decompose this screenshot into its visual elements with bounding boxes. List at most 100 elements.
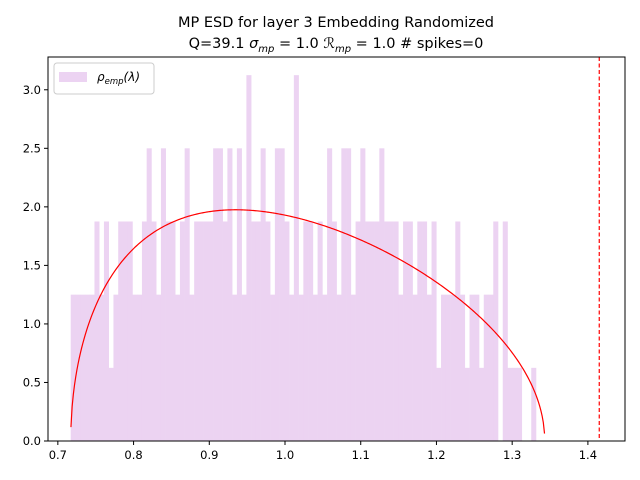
histogram-bar	[450, 294, 456, 441]
histogram-bar	[502, 221, 508, 441]
histogram-bar	[227, 148, 233, 441]
x-axis: 0.7 0.8 0.9 1.0 1.1 1.2 1.3 1.4	[49, 441, 597, 462]
legend-label: ρemp(λ)	[97, 70, 140, 87]
histogram-bar	[403, 221, 409, 441]
histogram-bar	[213, 148, 219, 441]
histogram-bar	[232, 294, 238, 441]
histogram-bar	[217, 148, 223, 441]
histogram-bar	[289, 294, 295, 441]
histogram-bar	[251, 221, 257, 441]
histogram-bar	[488, 294, 494, 441]
chart-title-line2: Q=39.1 σmp = 1.0 ℛmp = 1.0 # spikes=0	[189, 36, 484, 55]
histogram-bar	[179, 221, 185, 441]
histogram-bar	[194, 221, 200, 441]
histogram-bar	[175, 294, 181, 441]
x-tick-label: 1.1	[352, 448, 370, 462]
x-tick-label: 1.0	[276, 448, 294, 462]
plot-frame	[47, 56, 626, 442]
histogram-bar	[474, 294, 480, 441]
histogram-bar	[298, 294, 304, 441]
y-tick-label: 2.5	[23, 141, 41, 155]
histogram-bar	[170, 221, 176, 441]
histogram-bar	[151, 221, 157, 441]
histogram-bar	[312, 294, 318, 441]
title: MP ESD for layer 3 Embedding Randomized …	[178, 15, 494, 55]
histogram-bar	[127, 221, 133, 441]
histogram-bar	[517, 367, 523, 441]
x-tick-label: 0.9	[200, 448, 218, 462]
histogram-bar	[203, 221, 209, 441]
x-tick-label: 1.3	[503, 448, 521, 462]
histogram-bar	[137, 294, 143, 441]
legend: ρemp(λ)	[53, 62, 155, 95]
histogram-bar	[236, 148, 242, 441]
histogram-bar	[355, 221, 361, 441]
histogram-bar	[360, 148, 366, 441]
histogram-bar	[374, 221, 380, 441]
x-tick-label: 0.7	[49, 448, 67, 462]
y-axis: 0.0 0.5 1.0 1.5 2.0 2.5 3.0	[23, 83, 48, 448]
histogram-bar	[455, 221, 461, 441]
histogram-bar	[132, 294, 138, 441]
histogram-bar	[165, 221, 171, 441]
histogram-bar	[512, 367, 518, 441]
histogram-bar	[293, 75, 299, 442]
y-tick-label: 2.0	[23, 200, 41, 214]
histogram-bar	[322, 294, 328, 441]
histogram-bar	[80, 294, 86, 441]
histogram-bar	[464, 367, 470, 441]
histogram-bar	[369, 221, 375, 441]
histogram-bar	[89, 294, 95, 441]
histogram-bar	[460, 294, 466, 441]
histogram-bar	[260, 148, 266, 441]
histogram-bar	[118, 221, 124, 441]
histogram-bar	[493, 221, 499, 441]
histogram-bar	[341, 148, 347, 441]
histogram-bar	[189, 294, 195, 441]
histogram-bar	[274, 148, 280, 441]
histogram-bar	[436, 367, 442, 441]
x-tick-label: 1.4	[579, 448, 597, 462]
y-tick-label: 1.5	[23, 258, 41, 272]
histogram-bar	[241, 294, 247, 441]
histogram-bar	[122, 221, 128, 441]
histogram-bar	[265, 221, 271, 441]
histogram-bar	[393, 221, 399, 441]
histogram-bar	[350, 294, 356, 441]
histogram-bar	[146, 148, 152, 441]
histogram-bar	[469, 294, 475, 441]
histogram-bar	[346, 148, 352, 441]
histogram-bar	[407, 221, 413, 441]
legend-box	[53, 62, 155, 95]
histogram-bar	[94, 221, 100, 441]
histogram-bar	[156, 294, 162, 441]
histogram-bar	[303, 221, 309, 441]
histogram-bar	[208, 221, 214, 441]
chart-title-line1: MP ESD for layer 3 Embedding Randomized	[178, 15, 494, 31]
histogram-bar	[507, 367, 513, 441]
histogram-bar	[412, 294, 418, 441]
x-tick-label: 0.8	[124, 448, 142, 462]
histogram-bar	[222, 221, 228, 441]
histogram-bar	[255, 221, 261, 441]
histogram-bars	[70, 75, 537, 442]
mp-fit-curve	[70, 209, 546, 434]
histogram-bar	[284, 221, 290, 441]
histogram-bar	[327, 148, 333, 441]
histogram-bar	[531, 367, 537, 441]
histogram-bar	[426, 294, 432, 441]
histogram-bar	[75, 294, 81, 441]
histogram-bar	[379, 148, 385, 441]
histogram-bar	[422, 221, 428, 441]
histogram-bar	[246, 75, 252, 442]
histogram-bar	[184, 148, 190, 441]
histogram-bar	[113, 294, 119, 441]
histogram-bar	[99, 294, 105, 441]
histogram-bar	[141, 221, 147, 441]
histogram-bar	[84, 294, 91, 441]
histogram-bar	[70, 294, 76, 441]
legend-swatch	[59, 72, 87, 82]
histogram-bar	[483, 294, 489, 441]
histogram-bar	[384, 221, 390, 441]
